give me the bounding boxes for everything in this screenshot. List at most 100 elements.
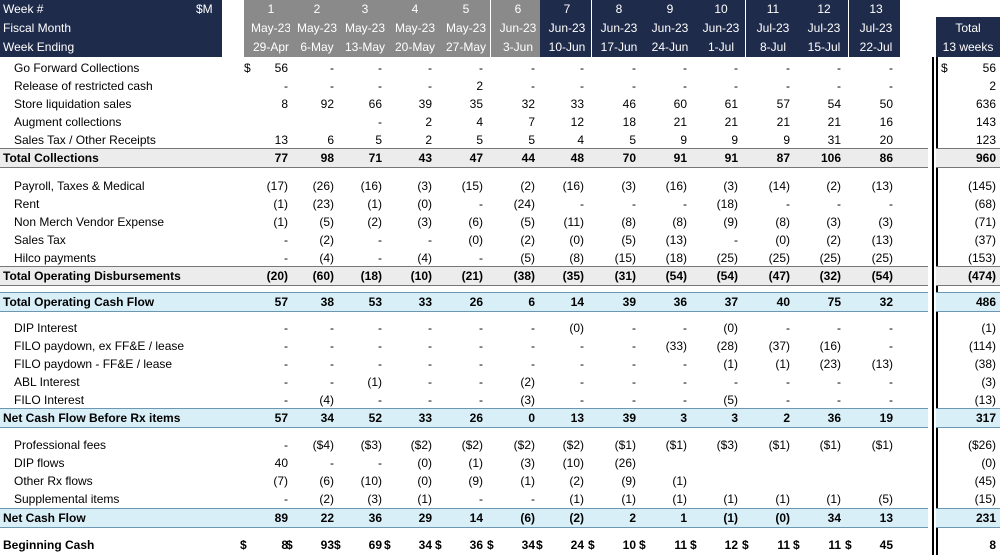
table-cell: 26 xyxy=(469,295,483,309)
table-cell: 60 xyxy=(673,97,687,111)
table-cell: 13 xyxy=(879,511,893,525)
table-cell: (5) xyxy=(520,215,535,229)
row-band xyxy=(0,292,928,312)
row-label: Store liquidation sales xyxy=(14,97,132,111)
table-cell: - xyxy=(580,357,584,371)
table-cell: (54) xyxy=(665,269,687,283)
table-cell: (18) xyxy=(716,197,738,211)
fiscal-month: Jun-23 xyxy=(600,21,638,35)
table-cell: 36 xyxy=(827,411,841,425)
table-cell: (1) xyxy=(775,492,790,506)
currency-symbol: $ xyxy=(384,538,391,552)
table-cell: - xyxy=(837,79,841,93)
table-cell: (1) xyxy=(468,456,483,470)
total-cell: (68) xyxy=(974,197,996,211)
table-cell: (6) xyxy=(319,474,334,488)
week-number: 1 xyxy=(267,2,275,16)
table-cell: (1) xyxy=(367,375,382,389)
table-cell: (2) xyxy=(319,492,334,506)
table-cell: 8 xyxy=(281,538,288,552)
week-ending: 22-Jul xyxy=(859,40,893,54)
table-cell: - xyxy=(378,357,382,371)
row-label: Supplemental items xyxy=(14,492,120,506)
table-cell: - xyxy=(889,393,893,407)
table-cell: 5 xyxy=(629,133,636,147)
week-number: 7 xyxy=(563,2,571,16)
week-number: 5 xyxy=(462,2,470,16)
week-number: 11 xyxy=(766,2,780,16)
table-cell: - xyxy=(889,61,893,75)
table-cell: (0) xyxy=(569,233,584,247)
table-cell: (5) xyxy=(319,215,334,229)
table-cell: 44 xyxy=(521,151,535,165)
table-cell: 98 xyxy=(320,151,334,165)
currency-symbol: $ xyxy=(487,538,494,552)
table-cell: - xyxy=(683,61,687,75)
table-cell: - xyxy=(479,61,483,75)
total-divider-left xyxy=(932,57,934,555)
table-cell: - xyxy=(632,357,636,371)
table-cell: 9 xyxy=(731,133,738,147)
currency-symbol: $ xyxy=(240,538,247,552)
table-cell: ($2) xyxy=(513,438,535,452)
week-header-col-12 xyxy=(797,0,848,57)
table-cell: - xyxy=(786,393,790,407)
table-cell: (1) xyxy=(273,197,288,211)
table-cell: 46 xyxy=(622,97,636,111)
table-cell: 13 xyxy=(274,133,288,147)
table-cell: 75 xyxy=(827,295,841,309)
table-cell: (1) xyxy=(569,492,584,506)
header-unit: $M xyxy=(196,2,213,16)
table-cell: - xyxy=(428,61,432,75)
table-cell: (24) xyxy=(513,197,535,211)
table-cell: 40 xyxy=(776,295,790,309)
total-cell: (38) xyxy=(974,357,996,371)
table-cell: 1 xyxy=(680,511,687,525)
row-band xyxy=(0,508,928,528)
total-cell: 960 xyxy=(975,151,996,165)
total-band xyxy=(936,148,1000,168)
table-cell: (0) xyxy=(569,321,584,335)
table-cell: 35 xyxy=(469,97,483,111)
week-header-col-7 xyxy=(540,0,591,57)
table-cell: (3) xyxy=(520,456,535,470)
table-cell: - xyxy=(428,339,432,353)
table-cell: 52 xyxy=(368,411,382,425)
table-cell: - xyxy=(632,79,636,93)
table-cell: 39 xyxy=(622,295,636,309)
week-ending: 8-Jul xyxy=(759,40,786,54)
table-cell: 21 xyxy=(776,115,790,129)
table-cell: - xyxy=(632,61,636,75)
table-cell: (3) xyxy=(621,179,636,193)
table-cell: 31 xyxy=(827,133,841,147)
total-cell: (71) xyxy=(974,215,996,229)
total-cell: ($26) xyxy=(967,438,996,452)
table-cell: - xyxy=(479,197,483,211)
table-cell: ($1) xyxy=(665,438,687,452)
table-cell: - xyxy=(734,233,738,247)
header-label-block xyxy=(0,0,222,57)
table-cell: 34 xyxy=(521,538,535,552)
table-cell: 10 xyxy=(622,538,636,552)
currency-symbol: $ xyxy=(639,538,646,552)
table-cell: (4) xyxy=(417,251,432,265)
table-cell: (3) xyxy=(826,215,841,229)
table-cell: - xyxy=(531,339,535,353)
week-number: 12 xyxy=(817,2,831,16)
table-cell: - xyxy=(330,321,334,335)
table-cell: (0) xyxy=(468,233,483,247)
table-cell: 13 xyxy=(570,411,584,425)
row-label: ABL Interest xyxy=(14,375,80,389)
table-cell: (8) xyxy=(672,215,687,229)
table-cell: (16) xyxy=(360,179,382,193)
table-cell: (26) xyxy=(312,179,334,193)
table-cell: - xyxy=(479,357,483,371)
table-cell: (21) xyxy=(461,269,483,283)
table-cell: - xyxy=(786,79,790,93)
week-ending: 29-Apr xyxy=(252,40,290,54)
table-cell: (3) xyxy=(878,215,893,229)
total-cell: 2 xyxy=(989,79,996,93)
table-cell: (31) xyxy=(614,269,636,283)
fiscal-month: Jul-23 xyxy=(859,21,893,35)
